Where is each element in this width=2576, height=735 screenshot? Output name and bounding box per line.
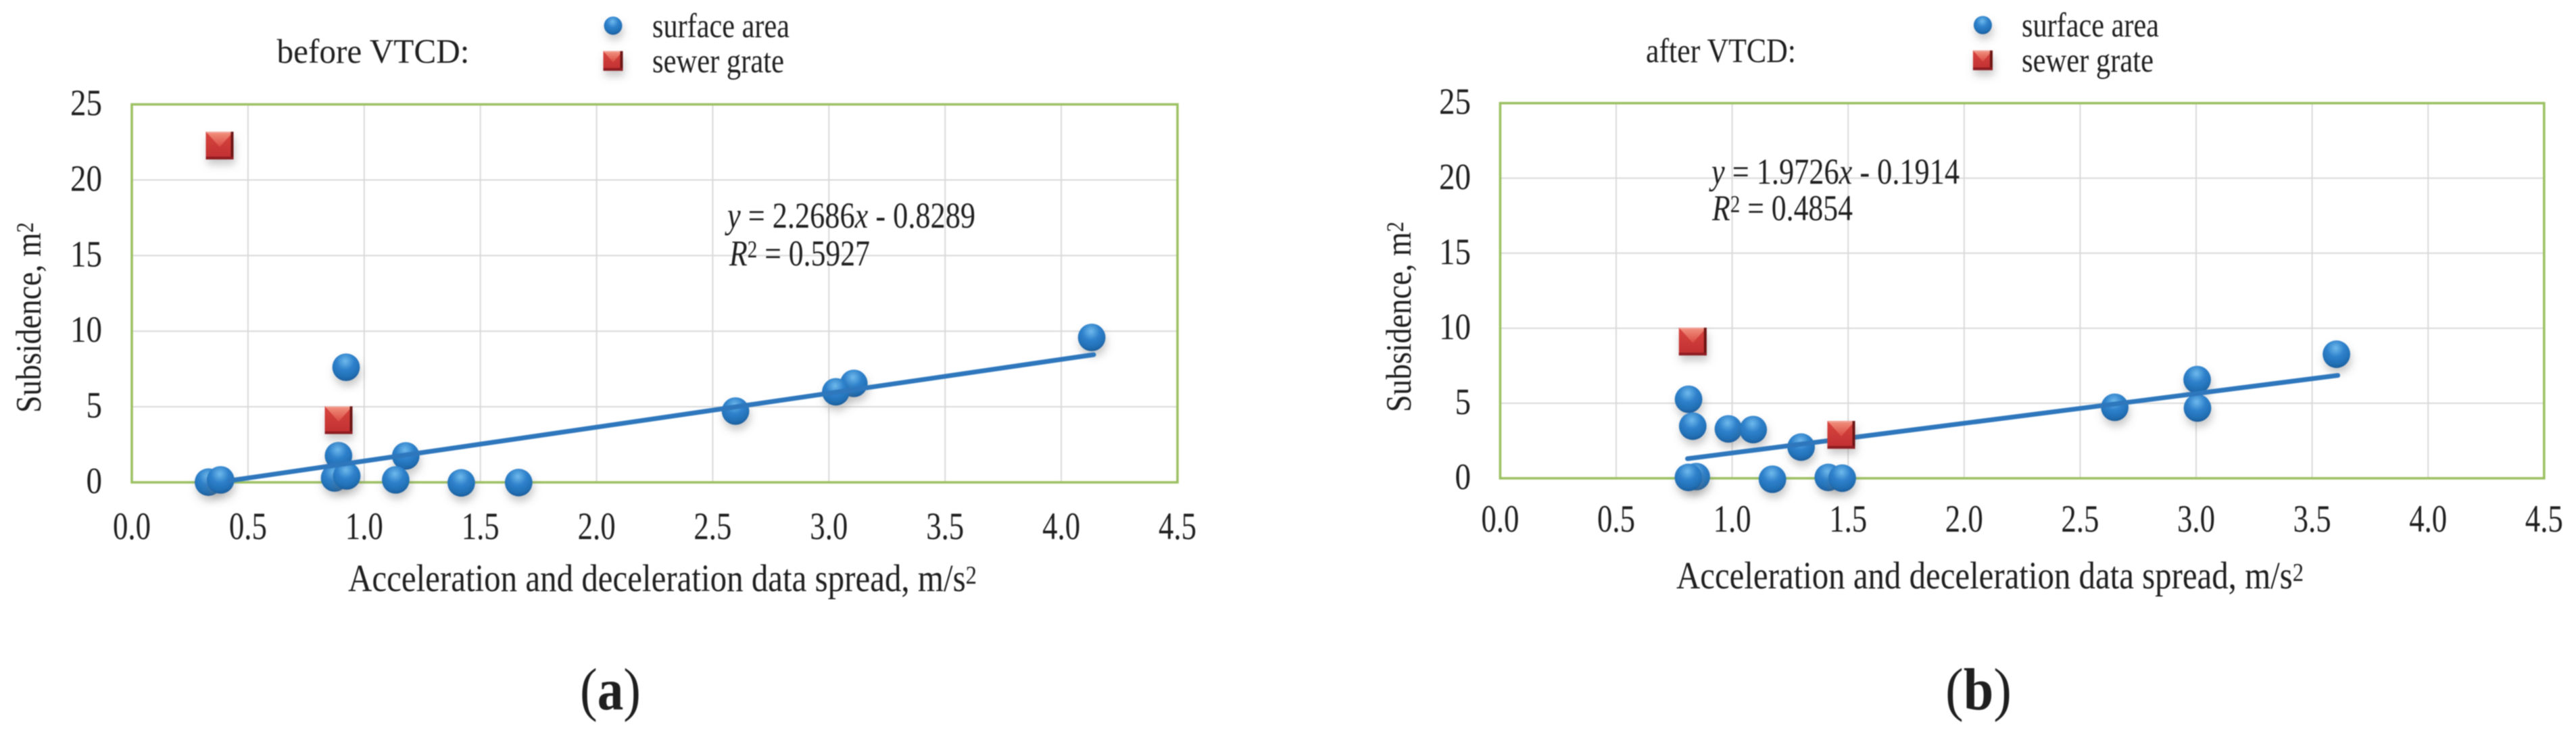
svg-text:2.0: 2.0 bbox=[1945, 498, 1983, 540]
svg-text:4.0: 4.0 bbox=[2409, 498, 2447, 540]
svg-text:10: 10 bbox=[70, 309, 102, 350]
svg-text:Acceleration and deceleration: Acceleration and deceleration data sprea… bbox=[348, 557, 977, 600]
svg-text:15: 15 bbox=[1439, 231, 1471, 272]
svg-text:1.5: 1.5 bbox=[462, 505, 500, 548]
svg-text:2.0: 2.0 bbox=[578, 505, 616, 548]
svg-text:3.5: 3.5 bbox=[2293, 498, 2331, 540]
svg-text:y = 1.9726x - 0.1914: y = 1.9726x - 0.1914 bbox=[1709, 151, 1960, 192]
svg-text:(a): (a) bbox=[580, 657, 641, 723]
svg-text:sewer grate: sewer grate bbox=[2022, 42, 2154, 80]
svg-text:0.5: 0.5 bbox=[229, 505, 267, 548]
svg-text:10: 10 bbox=[1439, 306, 1471, 347]
svg-text:sewer grate: sewer grate bbox=[652, 43, 784, 80]
svg-text:Subsidence, m2: Subsidence, m2 bbox=[1380, 222, 1419, 412]
svg-text:3.0: 3.0 bbox=[2177, 498, 2215, 540]
svg-text:25: 25 bbox=[70, 82, 102, 124]
svg-text:1.0: 1.0 bbox=[345, 505, 383, 548]
svg-text:before VTCD:: before VTCD: bbox=[277, 33, 470, 71]
svg-text:2.5: 2.5 bbox=[2061, 498, 2099, 540]
svg-text:2.5: 2.5 bbox=[694, 505, 731, 548]
svg-text:Subsidence, m2: Subsidence, m2 bbox=[9, 222, 49, 413]
svg-text:0: 0 bbox=[1455, 456, 1472, 497]
svg-text:4.0: 4.0 bbox=[1042, 505, 1080, 548]
svg-text:Acceleration and deceleration: Acceleration and deceleration data sprea… bbox=[1676, 555, 2304, 597]
svg-text:5: 5 bbox=[87, 384, 103, 426]
svg-text:0: 0 bbox=[87, 460, 103, 501]
svg-text:4.5: 4.5 bbox=[1159, 505, 1196, 548]
svg-text:after VTCD:: after VTCD: bbox=[1646, 32, 1796, 70]
svg-text:20: 20 bbox=[70, 157, 102, 199]
svg-text:15: 15 bbox=[70, 233, 102, 274]
svg-text:3.0: 3.0 bbox=[810, 505, 848, 548]
svg-text:4.5: 4.5 bbox=[2525, 498, 2563, 540]
svg-text:surface area: surface area bbox=[652, 7, 789, 45]
svg-text:surface area: surface area bbox=[2022, 7, 2159, 45]
svg-text:R2 = 0.5927: R2 = 0.5927 bbox=[729, 233, 870, 274]
svg-text:20: 20 bbox=[1439, 156, 1471, 197]
svg-text:1.5: 1.5 bbox=[1829, 498, 1867, 540]
svg-text:0.0: 0.0 bbox=[113, 505, 151, 548]
svg-text:5: 5 bbox=[1455, 381, 1472, 422]
svg-text:y = 2.2686x - 0.8289: y = 2.2686x - 0.8289 bbox=[725, 195, 975, 236]
svg-text:25: 25 bbox=[1439, 81, 1471, 122]
svg-text:0.5: 0.5 bbox=[1597, 498, 1635, 540]
svg-text:1.0: 1.0 bbox=[1714, 498, 1751, 540]
svg-text:(b): (b) bbox=[1945, 657, 2012, 723]
svg-text:0.0: 0.0 bbox=[1481, 498, 1519, 540]
svg-text:3.5: 3.5 bbox=[926, 505, 964, 548]
